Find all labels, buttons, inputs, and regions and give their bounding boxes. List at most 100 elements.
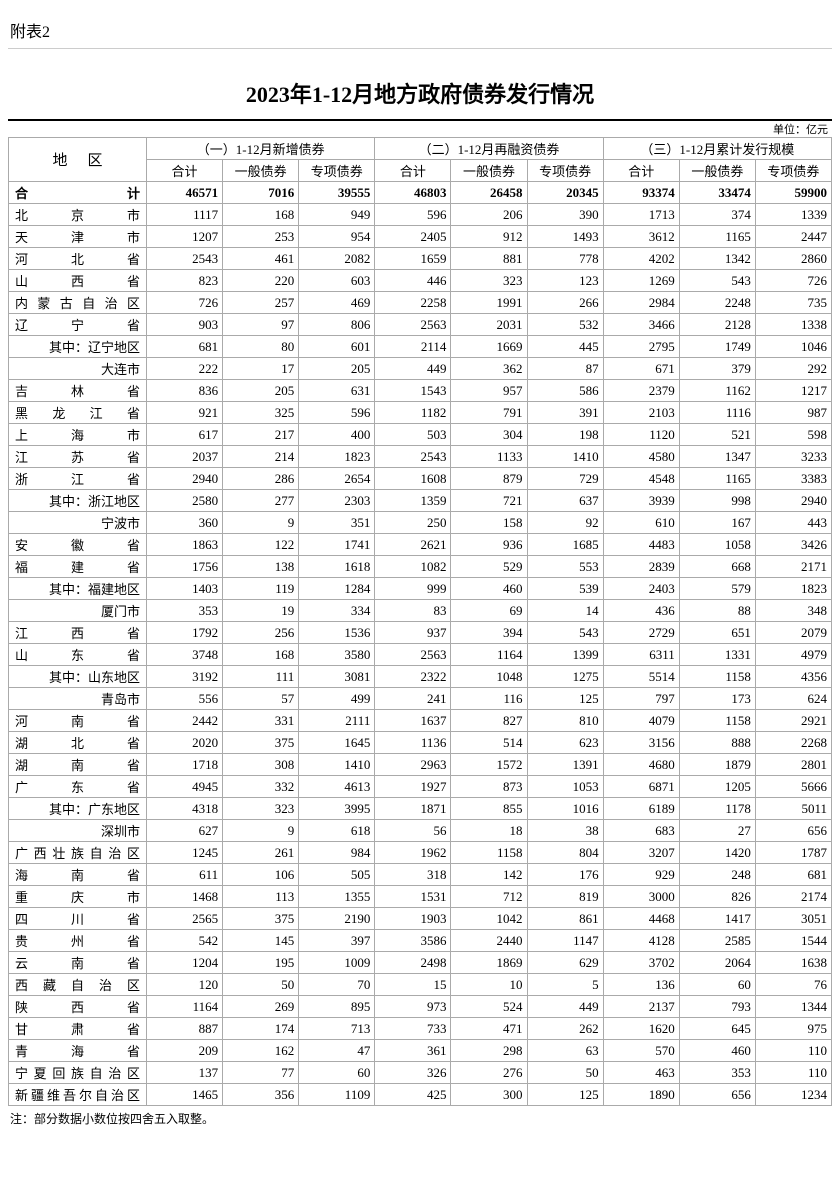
value-cell: 929 (603, 864, 679, 886)
value-cell: 2037 (147, 446, 223, 468)
value-cell: 110 (755, 1062, 831, 1084)
value-cell: 2064 (679, 952, 755, 974)
table-row: 四川省2565375219019031042861446814173051 (9, 908, 832, 930)
value-cell: 38 (527, 820, 603, 842)
value-cell: 206 (451, 204, 527, 226)
value-cell: 949 (299, 204, 375, 226)
value-cell: 39555 (299, 182, 375, 204)
value-cell: 1147 (527, 930, 603, 952)
value-cell: 3748 (147, 644, 223, 666)
value-cell: 957 (451, 380, 527, 402)
region-cell: 深圳市 (9, 820, 147, 842)
region-cell: 云南省 (9, 952, 147, 974)
value-cell: 436 (603, 600, 679, 622)
sub-header: 专项债券 (755, 160, 831, 182)
value-cell: 325 (223, 402, 299, 424)
value-cell: 1165 (679, 226, 755, 248)
value-cell: 2442 (147, 710, 223, 732)
table-row: 广西壮族自治区124526198419621158804320714201787 (9, 842, 832, 864)
value-cell: 1164 (147, 996, 223, 1018)
value-cell: 778 (527, 248, 603, 270)
value-cell: 2654 (299, 468, 375, 490)
value-cell: 123 (527, 270, 603, 292)
value-cell: 1053 (527, 776, 603, 798)
value-cell: 499 (299, 688, 375, 710)
value-cell: 624 (755, 688, 831, 710)
value-cell: 3192 (147, 666, 223, 688)
value-cell: 2440 (451, 930, 527, 952)
value-cell: 827 (451, 710, 527, 732)
value-cell: 97 (223, 314, 299, 336)
value-cell: 810 (527, 710, 603, 732)
value-cell: 984 (299, 842, 375, 864)
value-cell: 241 (375, 688, 451, 710)
appendix-label: 附表2 (8, 12, 832, 49)
value-cell: 721 (451, 490, 527, 512)
value-cell: 460 (451, 578, 527, 600)
value-cell: 4202 (603, 248, 679, 270)
value-cell: 521 (679, 424, 755, 446)
value-cell: 1410 (299, 754, 375, 776)
value-cell: 514 (451, 732, 527, 754)
value-cell: 253 (223, 226, 299, 248)
value-cell: 125 (527, 1084, 603, 1106)
value-cell: 4945 (147, 776, 223, 798)
table-row: 辽宁省9039780625632031532346621281338 (9, 314, 832, 336)
region-cell: 辽宁省 (9, 314, 147, 336)
value-cell: 1082 (375, 556, 451, 578)
value-cell: 903 (147, 314, 223, 336)
region-cell: 广东省 (9, 776, 147, 798)
value-cell: 205 (223, 380, 299, 402)
value-cell: 1207 (147, 226, 223, 248)
value-cell: 5514 (603, 666, 679, 688)
value-cell: 683 (603, 820, 679, 842)
value-cell: 937 (375, 622, 451, 644)
value-cell: 209 (147, 1040, 223, 1062)
value-cell: 2860 (755, 248, 831, 270)
value-cell: 256 (223, 622, 299, 644)
value-cell: 1823 (755, 578, 831, 600)
value-cell: 1399 (527, 644, 603, 666)
value-cell: 1890 (603, 1084, 679, 1106)
value-cell: 361 (375, 1040, 451, 1062)
value-cell: 2580 (147, 490, 223, 512)
table-row: 青岛市55657499241116125797173624 (9, 688, 832, 710)
table-row: 福建省17561381618108252955328396682171 (9, 556, 832, 578)
table-row: 北京市111716894959620639017133741339 (9, 204, 832, 226)
value-cell: 106 (223, 864, 299, 886)
value-cell: 20345 (527, 182, 603, 204)
value-cell: 26458 (451, 182, 527, 204)
value-cell: 2103 (603, 402, 679, 424)
value-cell: 4580 (603, 446, 679, 468)
value-cell: 2921 (755, 710, 831, 732)
value-cell: 2020 (147, 732, 223, 754)
value-cell: 6871 (603, 776, 679, 798)
table-row: 河北省254346120821659881778420213422860 (9, 248, 832, 270)
value-cell: 463 (603, 1062, 679, 1084)
value-cell: 1165 (679, 468, 755, 490)
value-cell: 375 (223, 732, 299, 754)
value-cell: 671 (603, 358, 679, 380)
value-cell: 623 (527, 732, 603, 754)
region-cell: 浙江省 (9, 468, 147, 490)
value-cell: 1355 (299, 886, 375, 908)
table-row: 其中：浙江地区25802772303135972163739399982940 (9, 490, 832, 512)
table-row: 宁波市360935125015892610167443 (9, 512, 832, 534)
value-cell: 1787 (755, 842, 831, 864)
value-cell: 861 (527, 908, 603, 930)
group-header-2: （二）1-12月再融资债券 (375, 138, 603, 160)
value-cell: 617 (147, 424, 223, 446)
value-cell: 56 (375, 820, 451, 842)
value-cell: 3233 (755, 446, 831, 468)
value-cell: 1718 (147, 754, 223, 776)
value-cell: 113 (223, 886, 299, 908)
value-cell: 1638 (755, 952, 831, 974)
table-row: 江苏省20372141823254311331410458013473233 (9, 446, 832, 468)
value-cell: 449 (527, 996, 603, 1018)
group-header-3: （三）1-12月累计发行规模 (603, 138, 831, 160)
value-cell: 1572 (451, 754, 527, 776)
value-cell: 819 (527, 886, 603, 908)
value-cell: 1344 (755, 996, 831, 1018)
value-cell: 110 (755, 1040, 831, 1062)
value-cell: 532 (527, 314, 603, 336)
